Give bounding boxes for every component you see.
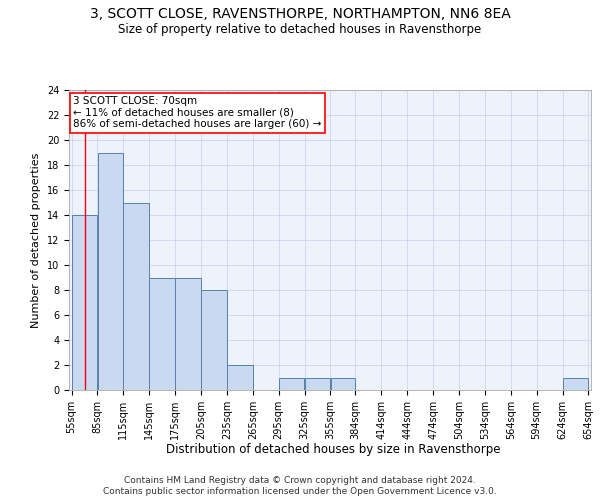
Bar [227, 365, 253, 390]
Bar [124, 202, 149, 390]
Bar [98, 152, 123, 390]
Bar [149, 278, 175, 390]
Text: Distribution of detached houses by size in Ravensthorpe: Distribution of detached houses by size … [166, 442, 500, 456]
Text: 3 SCOTT CLOSE: 70sqm
← 11% of detached houses are smaller (8)
86% of semi-detach: 3 SCOTT CLOSE: 70sqm ← 11% of detached h… [73, 96, 322, 130]
Bar [175, 278, 201, 390]
Bar [201, 290, 227, 390]
Text: 3, SCOTT CLOSE, RAVENSTHORPE, NORTHAMPTON, NN6 8EA: 3, SCOTT CLOSE, RAVENSTHORPE, NORTHAMPTO… [89, 8, 511, 22]
Bar [331, 378, 355, 390]
Text: Contains HM Land Registry data © Crown copyright and database right 2024.: Contains HM Land Registry data © Crown c… [124, 476, 476, 485]
Bar [279, 378, 304, 390]
Bar [563, 378, 588, 390]
Y-axis label: Number of detached properties: Number of detached properties [31, 152, 41, 328]
Bar [72, 215, 97, 390]
Text: Contains public sector information licensed under the Open Government Licence v3: Contains public sector information licen… [103, 488, 497, 496]
Text: Size of property relative to detached houses in Ravensthorpe: Size of property relative to detached ho… [118, 22, 482, 36]
Bar [305, 378, 331, 390]
